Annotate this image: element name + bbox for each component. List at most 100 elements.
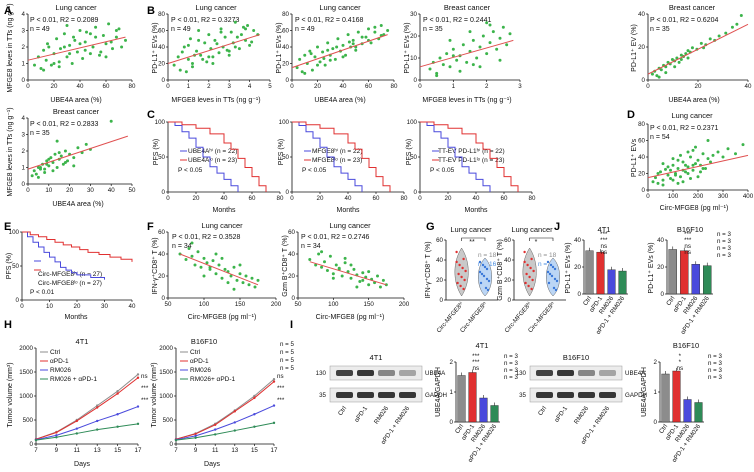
blot-band-label: UBE4A — [425, 370, 446, 377]
scatter-d: Lung cancer P < 0.01, R2 = 0.2371 n = 54… — [630, 111, 754, 212]
violin-ylabel: Gzm B⁺CD8⁺ T (%) — [496, 239, 504, 301]
data-point — [656, 172, 660, 175]
n-label: n = 5 — [280, 349, 294, 356]
sig-label: *** — [684, 231, 692, 238]
violin-point — [526, 263, 529, 267]
y-tick-label: 0 — [16, 297, 20, 304]
data-point — [741, 143, 745, 147]
data-point — [378, 285, 382, 289]
growth-point — [75, 427, 79, 430]
y-tick-label: 1500 — [159, 369, 173, 376]
data-point — [55, 37, 59, 41]
data-point — [220, 256, 224, 260]
y-tick-label: 60 — [282, 28, 289, 35]
km-legend-lo: UBE4Aˡᵒ (n = 23) — [188, 157, 237, 164]
x-tick-label: 200 — [693, 193, 704, 200]
n-label: n = 3 — [717, 238, 731, 245]
data-point — [498, 58, 502, 62]
violin-point — [487, 279, 491, 283]
data-point — [101, 33, 105, 37]
data-point — [72, 35, 75, 39]
data-point — [461, 43, 465, 47]
data-point — [229, 274, 233, 278]
data-point — [214, 272, 218, 276]
km-legend-hi: MFGE8ʰⁱ (n = 22) — [312, 148, 362, 155]
data-point — [445, 52, 449, 56]
bar — [691, 264, 700, 295]
km-curve — [22, 231, 105, 280]
data-point — [328, 58, 332, 62]
data-point — [39, 66, 43, 70]
sig-label: ns — [684, 249, 691, 256]
y-tick-label: 60 — [436, 237, 443, 244]
bar-j2: B16F10 PD-L1⁺ EVs (%) 02040CtrlαPD-1RM02… — [647, 225, 731, 336]
violin-point — [463, 278, 466, 282]
y-tick-label: 40 — [282, 44, 289, 51]
data-point — [232, 265, 236, 269]
data-point — [49, 63, 53, 67]
data-point — [197, 38, 201, 42]
data-point — [250, 276, 254, 280]
x-tick-label: 300 — [718, 193, 729, 200]
x-tick-label: 60 — [365, 83, 372, 90]
sig-label: * — [679, 353, 682, 360]
scatter-b1: Lung cancer P < 0.01, R2 = 0.3273 n = 49… — [151, 3, 272, 104]
sig-label: *** — [600, 231, 608, 238]
n-label: n = 3 — [504, 367, 518, 374]
regression-line — [27, 36, 126, 61]
data-point — [72, 164, 76, 168]
scatter-xlabel: MFGE8 leves in TTs (ng g⁻¹) — [422, 97, 511, 104]
scatter-a2: Breast cancer P < 0.01, R2 = 0.2833 n = … — [7, 107, 136, 208]
x-tick-label: 30 — [87, 187, 94, 194]
data-point — [244, 274, 248, 278]
x-tick-label: 0 — [418, 195, 422, 202]
x-tick-label: 0 — [646, 193, 650, 200]
data-point — [435, 74, 439, 78]
data-point — [448, 38, 452, 42]
x-tick-label: 11 — [212, 447, 219, 454]
x-tick-label: 2 — [207, 83, 211, 90]
y-tick-label: 1500 — [19, 369, 33, 376]
data-point — [114, 29, 118, 32]
km-legend-hi: Circ-MFGE8ʰⁱ (n = 27) — [38, 271, 102, 278]
y-tick-label: 40 — [504, 257, 511, 264]
km-curve — [292, 121, 363, 192]
y-tick-label: 0 — [162, 189, 166, 196]
violin-sig: * — [535, 239, 538, 246]
violin-point — [456, 281, 459, 285]
data-point — [349, 263, 353, 267]
data-point — [52, 62, 56, 65]
data-point — [346, 270, 350, 274]
data-point — [355, 285, 359, 289]
growth-point — [55, 436, 58, 439]
x-tick-label: 20 — [695, 83, 702, 90]
x-tick-label: 9 — [194, 447, 198, 454]
sig-label: ns — [141, 373, 148, 380]
y-tick-label: 20 — [436, 277, 443, 284]
scatter-plot-area: 0 10 20 30 0 1 2 3 — [410, 11, 522, 90]
data-point — [468, 30, 472, 34]
km-plot-area: 0 50 100 0 20 40 60 80 — [279, 119, 408, 202]
blot-band-label: GAPDH — [425, 392, 447, 399]
n-label: n = 5 — [280, 357, 294, 364]
n-label: n = 3 — [717, 252, 731, 259]
data-point — [686, 150, 690, 154]
data-point — [724, 31, 728, 35]
bar-category-label: Ctrl — [454, 423, 465, 435]
data-point — [88, 52, 92, 56]
data-point — [508, 32, 512, 36]
line-title: B16F10 — [191, 337, 217, 346]
y-tick-label: 50 — [12, 263, 19, 270]
data-point — [690, 46, 694, 50]
x-tick-label: 3 — [227, 83, 231, 90]
y-tick-label: 20 — [282, 61, 289, 68]
km-legend-hi: TT-EV PD-L1ʰⁱ (n = 22) — [438, 148, 505, 155]
data-point — [341, 55, 345, 59]
data-point — [109, 119, 113, 123]
data-point — [205, 261, 209, 265]
scatter-plot-area: 0 20 40 60 80 0 20 40 60 80 — [282, 11, 398, 90]
sig-label: *** — [277, 397, 285, 404]
scatter-n: n = 49 — [295, 26, 315, 33]
data-point — [43, 167, 47, 171]
